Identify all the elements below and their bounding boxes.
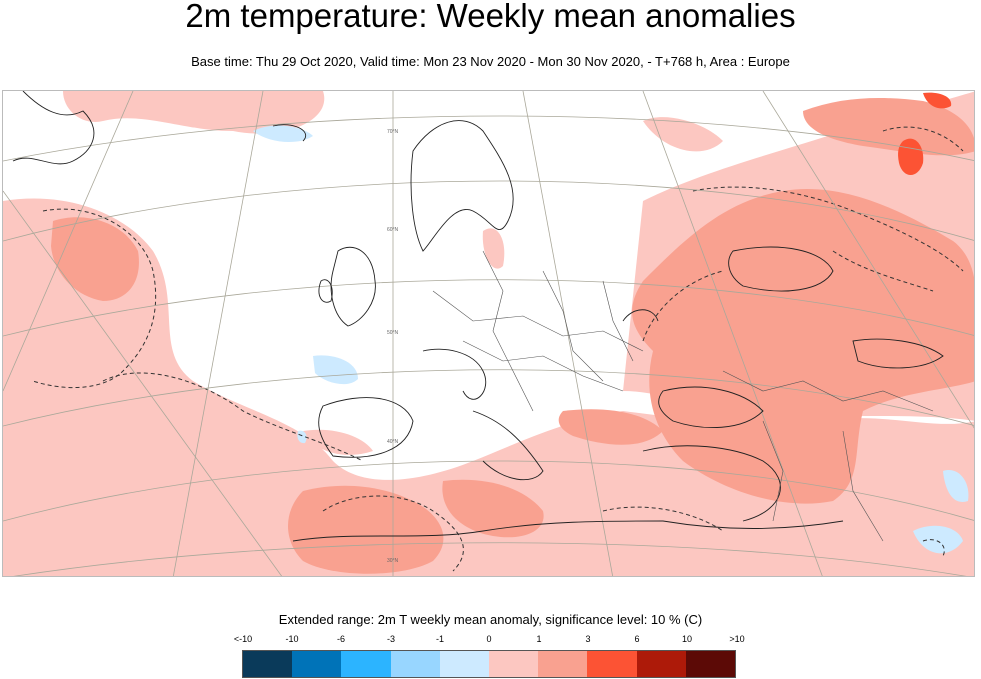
legend-tick: 1: [536, 634, 542, 644]
legend-tick: 3: [585, 634, 591, 644]
legend-tick: 10: [681, 634, 693, 644]
chart-subtitle: Base time: Thu 29 Oct 2020, Valid time: …: [191, 54, 790, 69]
chart-title: 2m temperature: Weekly mean anomalies: [185, 0, 796, 34]
map-canvas: 70°N 60°N 50°N 40°N 30°N: [3, 91, 974, 576]
legend-swatch: [439, 651, 490, 677]
legend-tick: -6: [336, 634, 346, 644]
legend-tick: 0: [486, 634, 492, 644]
legend-colorbar: [242, 650, 736, 678]
legend-swatch: [587, 651, 637, 677]
legend-tick: >10: [729, 634, 745, 644]
grid-label-60n: 60°N: [387, 227, 399, 233]
graticule: [3, 91, 974, 576]
legend-tick: -10: [285, 634, 299, 644]
legend-swatch: [685, 651, 736, 677]
legend-tick: <-10: [233, 634, 253, 644]
borders: [432, 250, 934, 542]
grid-label-70n: 70°N: [387, 129, 399, 135]
legend-swatch: [341, 651, 391, 677]
anomaly-map: 70°N 60°N 50°N 40°N 30°N: [2, 90, 975, 577]
legend-swatch: [390, 651, 440, 677]
anomaly-moderate-positive: [51, 98, 974, 574]
legend-tick: -1: [435, 634, 445, 644]
legend-title: Extended range: 2m T weekly mean anomaly…: [278, 612, 703, 627]
legend-tick: -3: [386, 634, 396, 644]
significance-contours: [32, 126, 964, 572]
legend-swatch: [489, 651, 539, 677]
legend-swatch: [292, 651, 342, 677]
legend-swatch: [538, 651, 588, 677]
anomaly-strong-positive: [898, 92, 952, 175]
legend-ticks: <-10 -10 -6 -3 -1 0 1 3 6 10 >10: [0, 634, 981, 646]
legend-swatch: [243, 651, 293, 677]
coastlines: [12, 91, 944, 542]
legend-tick: 6: [634, 634, 640, 644]
anomaly-light-negative: [253, 125, 969, 554]
grid-label-50n: 50°N: [387, 330, 399, 336]
grid-label-40n: 40°N: [387, 439, 399, 445]
legend-swatch: [636, 651, 686, 677]
grid-label-30n: 30°N: [387, 558, 399, 564]
